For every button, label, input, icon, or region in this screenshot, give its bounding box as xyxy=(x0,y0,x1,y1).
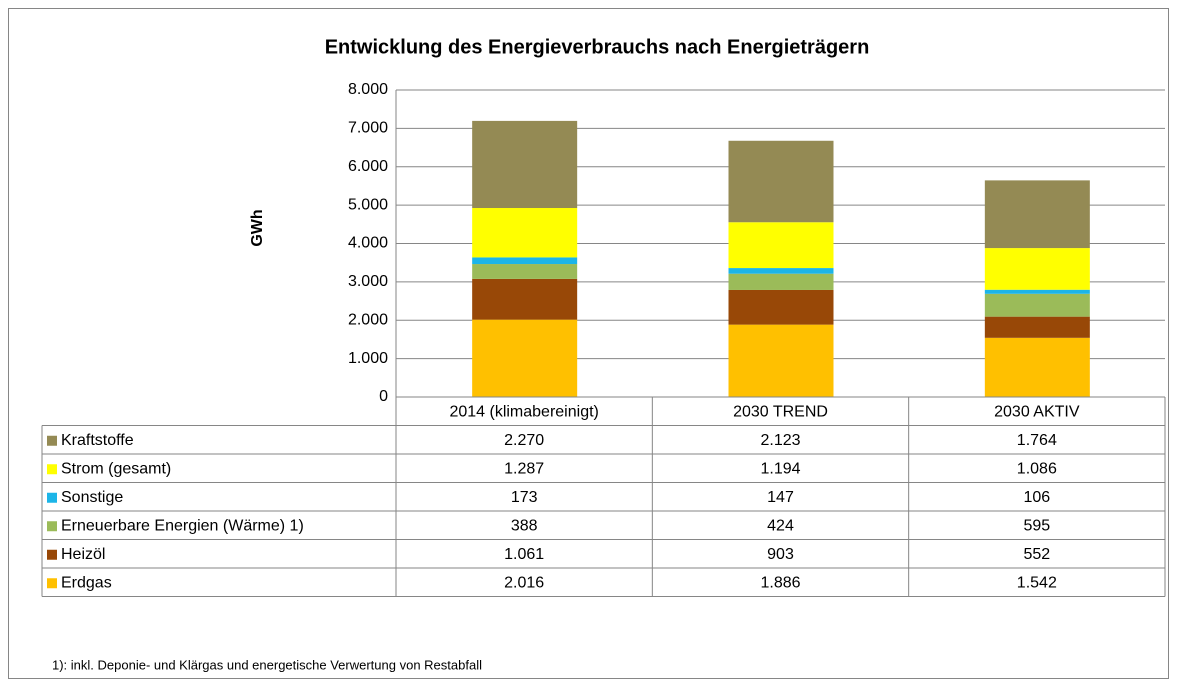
legend-label: Erdgas xyxy=(61,574,112,591)
bar-segment xyxy=(984,316,1090,338)
bar-segment xyxy=(984,337,1090,397)
x-tick-label: 2030 TREND xyxy=(733,403,828,420)
bar-segment xyxy=(728,140,834,223)
y-tick-label: 7.000 xyxy=(348,120,388,137)
legend-swatch xyxy=(47,521,57,532)
table-value: 173 xyxy=(511,489,538,506)
legend-swatch xyxy=(47,578,57,589)
table-value: 903 xyxy=(767,546,794,563)
bar-segment xyxy=(984,289,1090,294)
bar-segment xyxy=(472,278,578,320)
table-value: 2.016 xyxy=(504,574,544,591)
y-tick-label: 8.000 xyxy=(348,81,388,98)
table-value: 388 xyxy=(511,517,538,534)
legend-label: Strom (gesamt) xyxy=(61,460,171,477)
bar-segment xyxy=(984,293,1090,317)
y-axis-title: GWh xyxy=(249,209,266,246)
table-value: 147 xyxy=(767,489,794,506)
table-value: 1.542 xyxy=(1017,574,1057,591)
legend-label: Kraftstoffe xyxy=(61,432,134,449)
bar-segment xyxy=(728,268,834,274)
legend-swatch xyxy=(47,549,57,560)
table-value: 2.270 xyxy=(504,432,544,449)
table-value: 1.086 xyxy=(1017,460,1057,477)
bar-segment xyxy=(728,222,834,269)
y-tick-label: 0 xyxy=(379,388,388,405)
bar-segment xyxy=(728,289,834,325)
table-value: 424 xyxy=(767,517,794,534)
y-tick-label: 5.000 xyxy=(348,196,388,213)
bar-segment xyxy=(984,180,1090,249)
table-value: 552 xyxy=(1023,546,1050,563)
table-value: 1.061 xyxy=(504,546,544,563)
legend-label: Erneuerbare Energien (Wärme) 1) xyxy=(61,517,304,534)
table-value: 2.123 xyxy=(760,432,800,449)
bar-segment xyxy=(728,324,834,397)
table-value: 106 xyxy=(1023,489,1050,506)
bar-segment xyxy=(472,264,578,279)
legend-swatch xyxy=(47,464,57,475)
y-tick-label: 3.000 xyxy=(348,273,388,290)
bar-segment xyxy=(472,257,578,265)
chart-title: Entwicklung des Energieverbrauchs nach E… xyxy=(325,36,870,58)
y-tick-label: 4.000 xyxy=(348,235,388,252)
table-value: 1.287 xyxy=(504,460,544,477)
y-tick-label: 6.000 xyxy=(348,158,388,175)
table-value: 1.764 xyxy=(1017,432,1057,449)
x-tick-label: 2014 (klimabereinigt) xyxy=(449,403,598,420)
chart-frame xyxy=(8,8,1169,679)
bar-segment xyxy=(728,273,834,290)
legend-swatch xyxy=(47,492,57,503)
bar-segment xyxy=(472,319,578,397)
footnote: 1): inkl. Deponie- und Klärgas und energ… xyxy=(52,657,482,672)
legend-swatch xyxy=(47,435,57,446)
y-tick-label: 1.000 xyxy=(348,350,388,367)
bar-segment xyxy=(472,208,578,258)
bar-segment xyxy=(472,120,578,209)
legend-label: Heizöl xyxy=(61,546,105,563)
table-value: 1.194 xyxy=(760,460,800,477)
x-tick-label: 2030 AKTIV xyxy=(994,403,1080,420)
bar-segment xyxy=(984,248,1090,290)
y-tick-label: 2.000 xyxy=(348,311,388,328)
table-value: 1.886 xyxy=(760,574,800,591)
legend-label: Sonstige xyxy=(61,489,123,506)
table-value: 595 xyxy=(1023,517,1050,534)
